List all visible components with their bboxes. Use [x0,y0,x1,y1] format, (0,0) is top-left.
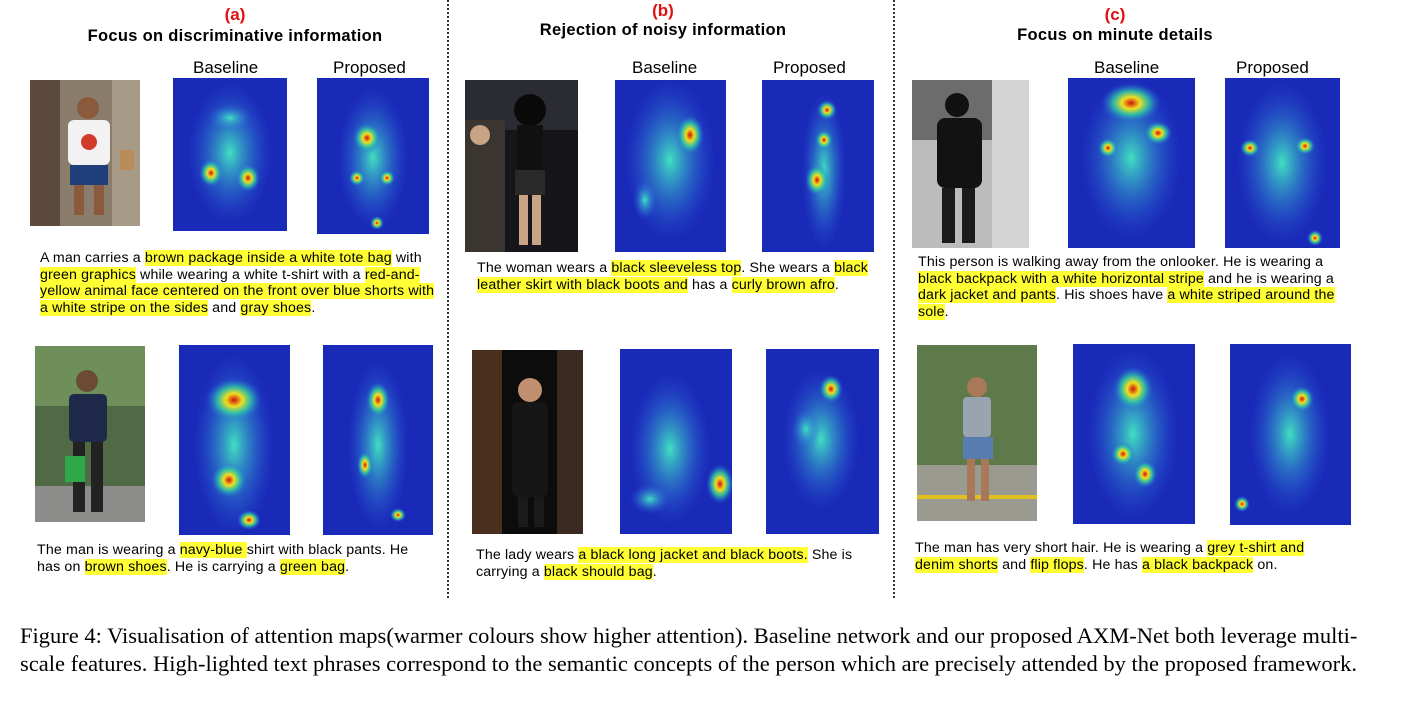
baseline-heatmap-a1 [173,78,287,231]
proposed-heatmap-a2 [323,345,433,535]
baseline-heading-c: Baseline [1094,58,1160,77]
proposed-heatmap-c2 [1230,344,1351,525]
panel-c: (c) Focus on minute details Baseline Pro… [895,0,1405,600]
proposed-heatmap-b1 [762,80,874,252]
photo-a2 [35,346,145,522]
baseline-heading-a: Baseline [193,58,259,77]
baseline-heading-b: Baseline [632,58,698,77]
proposed-heading-a: Proposed [333,58,406,77]
caption-a2: The man is wearing a navy-blue shirt wit… [37,542,409,575]
caption-b1: The woman wears a black sleeveless top. … [477,260,869,293]
photo-c2 [917,345,1037,521]
proposed-heading-b: Proposed [773,58,846,77]
baseline-heatmap-b1 [615,80,726,252]
caption-b2: The lady wears a black long jacket and b… [476,547,853,580]
panel-a: (a) Focus on discriminative information … [0,0,446,600]
proposed-heatmap-a1 [317,78,429,234]
proposed-heatmap-c1 [1225,78,1340,248]
panel-b: (b) Rejection of noisy information Basel… [448,0,892,600]
proposed-heatmap-b2 [766,349,879,534]
photo-c1 [912,80,1029,248]
panel-label-c: (c) [1104,5,1126,24]
panel-label-a: (a) [224,5,246,24]
panel-label-b: (b) [652,1,674,20]
baseline-heatmap-c1 [1068,78,1195,248]
divider-ab [447,0,449,598]
photo-b1 [465,80,578,252]
baseline-heatmap-a2 [179,345,290,535]
caption-c2: The man has very short hair. He is weari… [915,540,1305,573]
panel-title-a: Focus on discriminative information [87,27,383,45]
panel-title-c: Focus on minute details [1017,26,1213,44]
caption-a1: A man carries a brown package inside a w… [40,250,435,316]
divider-bc [893,0,895,598]
baseline-heatmap-b2 [620,349,732,534]
panel-title-b: Rejection of noisy information [539,21,787,39]
photo-b2 [472,350,583,534]
figure-caption: Figure 4: Visualisation of attention map… [20,623,1358,676]
photo-a1 [30,80,140,226]
caption-c1: This person is walking away from the onl… [918,254,1335,320]
proposed-heading-c: Proposed [1236,58,1309,77]
baseline-heatmap-c2 [1073,344,1195,524]
